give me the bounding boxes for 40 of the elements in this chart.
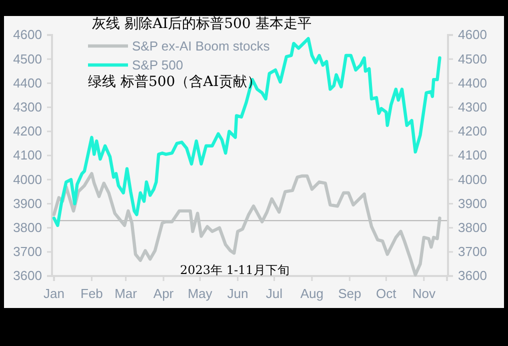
y-tick-label: 3600 — [13, 268, 42, 284]
y-tick-label: 4600 — [13, 27, 42, 42]
x-tick-label: May — [188, 286, 213, 302]
x-tick-label: Jun — [227, 286, 248, 302]
y-tick-label: 4500 — [13, 51, 42, 66]
x-tick-label: Mar — [114, 286, 138, 302]
y-tick-label: 4400 — [13, 75, 42, 90]
y2-tick-label: 4000 — [458, 172, 487, 187]
y2-tick-label: 4300 — [458, 99, 487, 114]
y2-tick-label: 4100 — [458, 148, 487, 163]
x-tick-label: Sep — [338, 286, 362, 302]
legend-label: S&P 500 — [132, 58, 184, 72]
y2-tick-label: 4500 — [458, 51, 487, 66]
y2-tick-label: 3900 — [458, 196, 487, 211]
y2-tick-label: 3800 — [458, 220, 487, 235]
y-tick-label: 4300 — [13, 99, 42, 114]
y-tick-label: 4200 — [13, 124, 42, 139]
legend-label: S&P ex-AI Boom stocks — [132, 38, 270, 54]
x-tick-label: Jan — [44, 286, 64, 302]
x-tick-label: Aug — [300, 286, 324, 302]
line-series — [52, 37, 442, 227]
x-tick-label: Jul — [266, 286, 283, 302]
x-tick-label: Oct — [376, 286, 397, 302]
line-series — [52, 172, 442, 276]
x-tick-label: Apr — [153, 286, 174, 302]
y-tick-label: 3800 — [13, 220, 42, 235]
y2-tick-label: 3600 — [458, 268, 487, 284]
x-tick-label: Nov — [412, 286, 436, 302]
annotation: 2023年 1-11月下旬 — [180, 263, 290, 277]
y2-tick-label: 3700 — [458, 244, 487, 260]
text: 灰线 剔除AI后的标普500 基本走平 — [92, 15, 312, 32]
y-tick-label: 3900 — [13, 196, 42, 211]
y2-tick-label: 4400 — [458, 75, 487, 90]
annotation: 绿线 标普500（含AI贡献） — [88, 73, 261, 90]
y2-tick-label: 4200 — [458, 124, 487, 139]
y2-tick-label: 4600 — [458, 27, 487, 42]
x-tick-label: Feb — [80, 286, 103, 302]
y-tick-label: 4000 — [13, 172, 42, 187]
y-tick-label: 3700 — [13, 244, 42, 260]
y-tick-label: 4100 — [13, 148, 42, 163]
